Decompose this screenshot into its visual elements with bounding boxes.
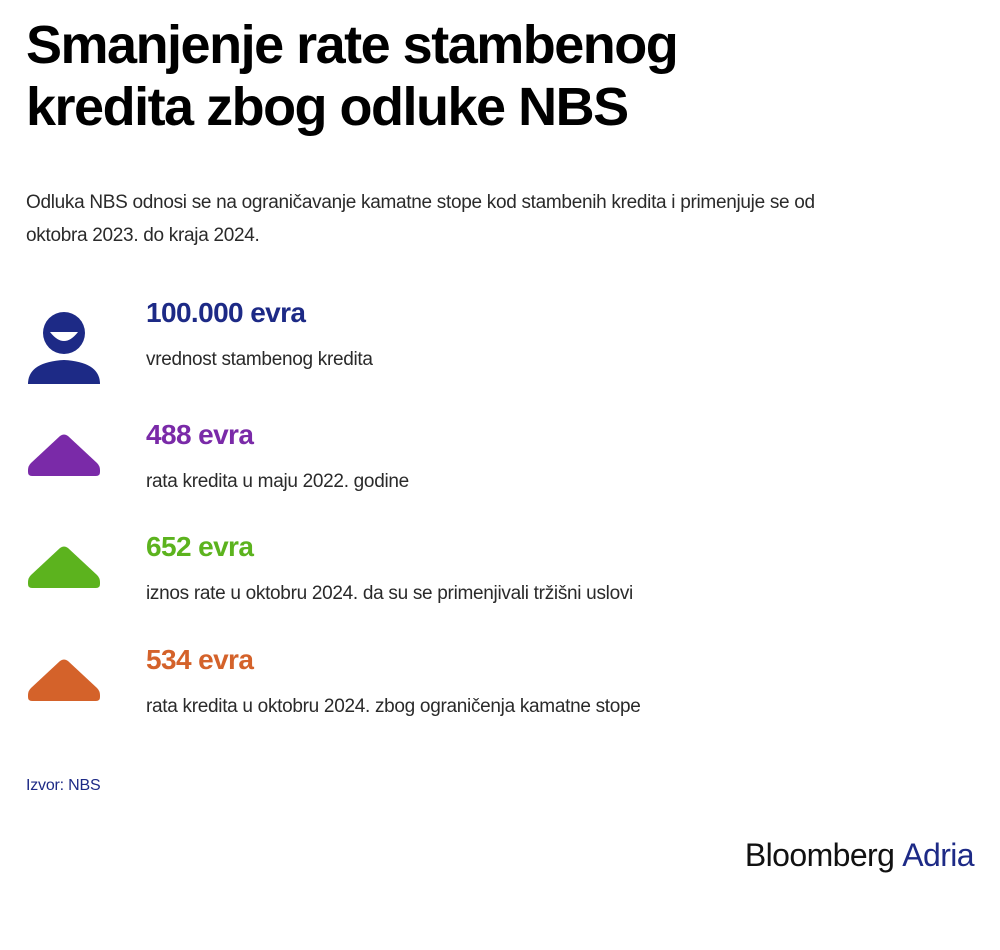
subtitle-line-2: oktobra 2023. do kraja 2024. [26, 225, 260, 246]
title-line-2: kredita zbog odluke NBS [26, 77, 629, 137]
stat-description: iznos rate u oktobru 2024. da su se prim… [146, 583, 633, 604]
stat-row-market-conditions: 652 evra iznos rate u oktobru 2024. da s… [0, 530, 1000, 640]
stat-value: 100.000 evra [146, 297, 306, 328]
stat-description: rata kredita u maju 2022. godine [146, 471, 409, 492]
stat-value: 652 evra [146, 531, 254, 562]
source-note: Izvor: NBS [26, 777, 101, 794]
stat-row-may-2022: 488 evra rata kredita u maju 2022. godin… [0, 418, 1000, 528]
infographic-subtitle: Odluka NBS odnosi se na ograničavanje ka… [26, 186, 956, 252]
triangle-icon [28, 659, 100, 701]
stat-description: rata kredita u oktobru 2024. zbog ograni… [146, 696, 641, 717]
bloomberg-adria-logo: Bloomberg Adria [744, 836, 975, 874]
infographic-title: Smanjenje rate stambenog kredita zbog od… [26, 14, 926, 138]
stat-row-capped-rate: 534 evra rata kredita u oktobru 2024. zb… [0, 643, 1000, 753]
stat-description: vrednost stambenog kredita [146, 349, 373, 370]
stat-value: 534 evra [146, 644, 254, 675]
stat-row-loan-value: 100.000 evra vrednost stambenog kredita [0, 296, 1000, 406]
subtitle-line-1: Odluka NBS odnosi se na ograničavanje ka… [26, 192, 815, 213]
person-icon [28, 312, 100, 384]
triangle-icon [28, 546, 100, 588]
title-line-1: Smanjenje rate stambenog [26, 15, 679, 75]
logo-word-adria: Adria [902, 837, 974, 873]
triangle-icon [28, 434, 100, 476]
stat-value: 488 evra [146, 419, 254, 450]
logo-word-bloomberg: Bloomberg [744, 837, 895, 873]
